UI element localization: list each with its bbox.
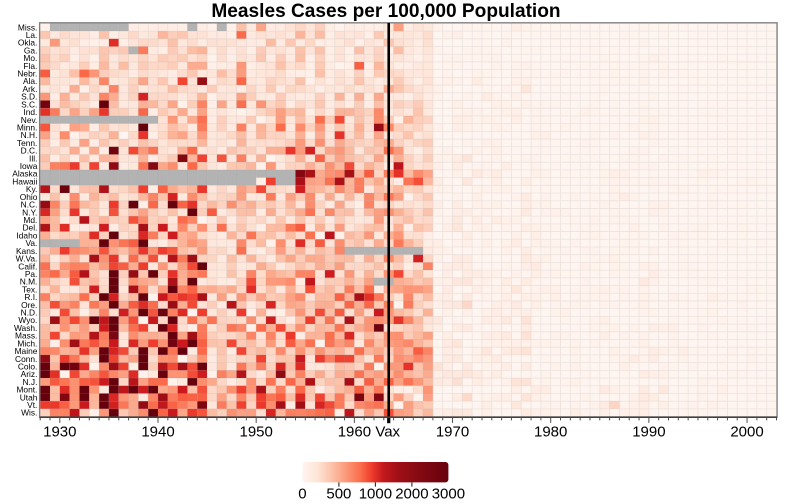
svg-text:D.C.: D.C. [21, 146, 38, 156]
svg-text:Ariz.: Ariz. [21, 369, 38, 379]
svg-text:2000: 2000 [395, 486, 428, 503]
svg-text:Md.: Md. [23, 215, 37, 225]
svg-text:Idaho: Idaho [16, 230, 37, 240]
svg-text:Nebr.: Nebr. [17, 69, 37, 79]
svg-text:Pa.: Pa. [25, 269, 38, 279]
svg-text:N.Y.: N.Y. [22, 207, 37, 217]
svg-text:Fla.: Fla. [23, 61, 37, 71]
svg-text:Tenn.: Tenn. [17, 138, 38, 148]
svg-text:Calif.: Calif. [18, 261, 37, 271]
svg-text:Iowa: Iowa [20, 161, 38, 171]
svg-text:Wis.: Wis. [21, 408, 37, 418]
svg-text:1950: 1950 [240, 424, 273, 441]
svg-text:Mich.: Mich. [17, 338, 37, 348]
svg-text:N.C.: N.C. [21, 200, 38, 210]
svg-text:N.J.: N.J. [23, 377, 38, 387]
svg-text:3000: 3000 [432, 486, 465, 503]
svg-text:Ky.: Ky. [26, 184, 37, 194]
svg-text:Mo.: Mo. [23, 53, 37, 63]
svg-text:1960: 1960 [338, 424, 371, 441]
svg-text:1000: 1000 [359, 486, 392, 503]
svg-text:Va.: Va. [25, 238, 37, 248]
svg-text:Vax: Vax [375, 424, 400, 441]
svg-text:Ore.: Ore. [21, 300, 37, 310]
svg-text:1940: 1940 [141, 424, 174, 441]
svg-text:Utah: Utah [20, 392, 38, 402]
svg-text:S.C.: S.C. [21, 99, 37, 109]
svg-text:S.D.: S.D. [21, 92, 37, 102]
svg-text:Wash.: Wash. [14, 323, 37, 333]
svg-text:Okla.: Okla. [18, 38, 38, 48]
svg-text:Ind.: Ind. [23, 107, 37, 117]
svg-text:Alaska: Alaska [12, 169, 37, 179]
svg-text:N.H.: N.H. [21, 130, 38, 140]
svg-text:N.M.: N.M. [20, 277, 38, 287]
svg-text:1990: 1990 [632, 424, 665, 441]
svg-text:Ill.: Ill. [29, 153, 37, 163]
svg-text:Kans.: Kans. [16, 246, 37, 256]
svg-text:N.D.: N.D. [21, 308, 38, 318]
svg-text:R.I.: R.I. [24, 292, 37, 302]
svg-text:Hawaii: Hawaii [12, 177, 37, 187]
svg-text:Miss.: Miss. [18, 22, 38, 32]
svg-text:1930: 1930 [43, 424, 76, 441]
svg-text:Mass.: Mass. [15, 331, 37, 341]
svg-text:Conn.: Conn. [15, 354, 37, 364]
svg-text:1970: 1970 [436, 424, 469, 441]
svg-text:La.: La. [26, 30, 38, 40]
svg-text:Ga.: Ga. [24, 45, 38, 55]
svg-text:Ark.: Ark. [23, 84, 38, 94]
svg-text:Minn.: Minn. [17, 123, 37, 133]
svg-text:Nev.: Nev. [21, 115, 38, 125]
svg-text:Ala.: Ala. [23, 76, 37, 86]
svg-text:Colo.: Colo. [18, 362, 38, 372]
svg-text:500: 500 [326, 486, 351, 503]
svg-text:Maine: Maine [15, 346, 38, 356]
svg-text:Ohio: Ohio [20, 192, 38, 202]
svg-text:Vt.: Vt. [27, 400, 37, 410]
svg-text:Measles Cases per 100,000 Popu: Measles Cases per 100,000 Population [211, 1, 560, 22]
svg-text:Wyo.: Wyo. [18, 315, 37, 325]
svg-text:0: 0 [298, 486, 306, 503]
svg-text:Mont.: Mont. [16, 385, 37, 395]
svg-text:Tex.: Tex. [22, 284, 37, 294]
svg-text:1980: 1980 [534, 424, 567, 441]
svg-text:2000: 2000 [730, 424, 763, 441]
svg-text:Del.: Del. [22, 223, 37, 233]
svg-text:W.Va.: W.Va. [16, 254, 38, 264]
